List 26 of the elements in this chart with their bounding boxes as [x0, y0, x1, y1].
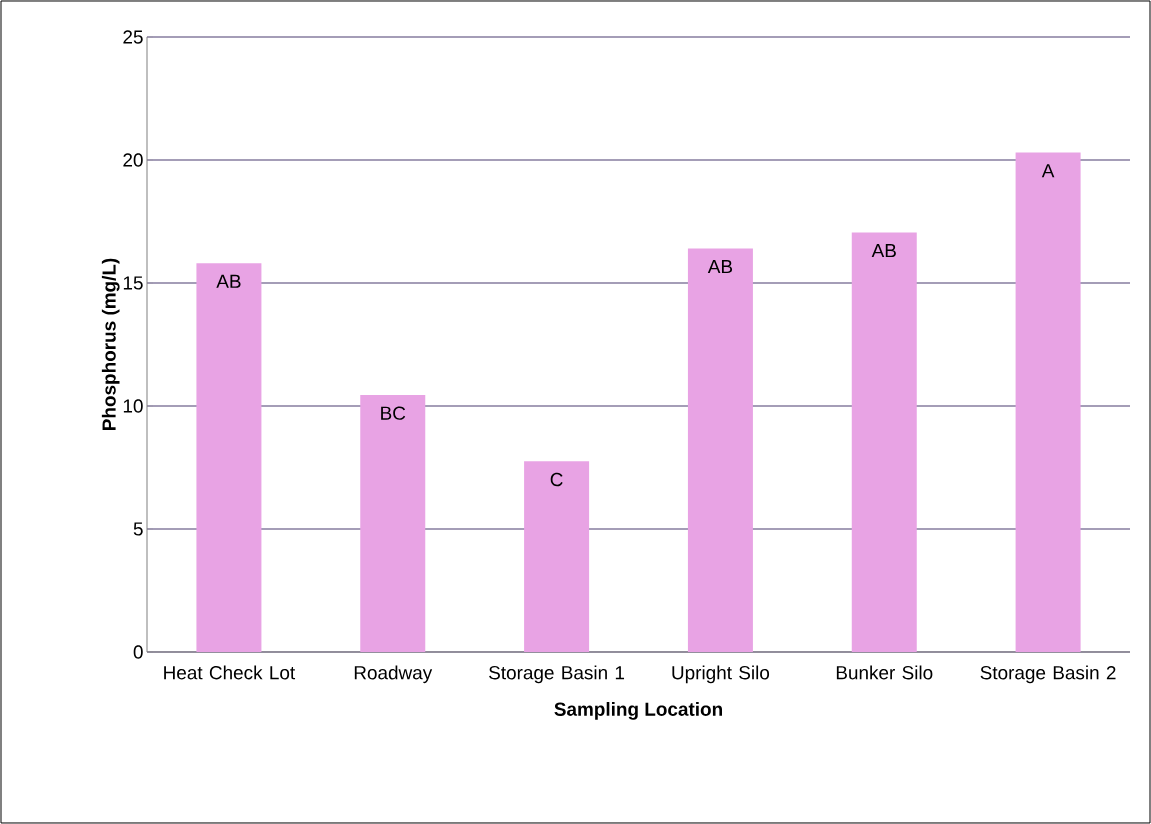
- y-tick-label: 25: [123, 30, 143, 44]
- data-label: AB: [216, 274, 241, 288]
- x-tick-label: Bunker Silo: [836, 665, 933, 680]
- bar: [687, 248, 753, 652]
- data-label: A: [1041, 164, 1055, 178]
- x-tick-label: Storage Basin 2: [980, 665, 1116, 684]
- bar: [196, 263, 262, 652]
- y-tick-label: 10: [123, 399, 143, 413]
- x-tick-label: Heat Check Lot: [164, 665, 296, 680]
- x-axis-title: Sampling Location: [554, 701, 722, 720]
- bar: [360, 394, 426, 652]
- x-tick-label: Upright Silo: [672, 665, 770, 684]
- bar: [851, 232, 917, 652]
- bar: [524, 461, 590, 652]
- data-label: C: [550, 472, 563, 487]
- y-axis-title: Phosphorus (mg/L): [101, 258, 120, 430]
- data-label: AB: [707, 260, 733, 274]
- y-tick-label: 5: [133, 522, 143, 536]
- y-tick-label: 0: [133, 645, 143, 659]
- data-label: BC: [381, 406, 406, 420]
- y-tick-label: 15: [123, 276, 143, 290]
- data-label: AB: [871, 244, 896, 258]
- x-tick-label: Roadway: [354, 665, 433, 684]
- y-tick-label: 20: [123, 153, 143, 167]
- x-tick-label: Storage Basin 1: [489, 665, 625, 684]
- bar: [1015, 152, 1081, 652]
